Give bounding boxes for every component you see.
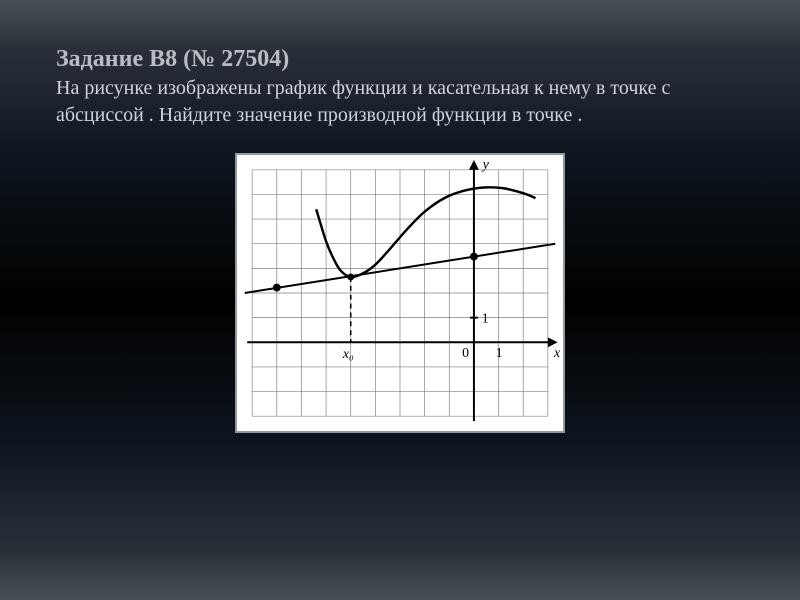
title-text: Задание B8 (№ 27504)	[56, 46, 289, 72]
task-body: На рисунке изображены график функции и к…	[56, 75, 744, 129]
body-text: На рисунке изображены график функции и к…	[56, 77, 670, 126]
svg-text:x: x	[553, 345, 561, 360]
svg-text:y: y	[481, 157, 490, 172]
function-graph-chart: y x 0 1 1 x₀	[235, 153, 565, 433]
svg-text:1: 1	[496, 345, 503, 360]
task-title: Задание B8 (№ 27504)	[56, 46, 744, 73]
svg-text:x₀: x₀	[342, 346, 354, 361]
chart-container: y x 0 1 1 x₀	[56, 153, 744, 433]
svg-text:1: 1	[482, 311, 489, 326]
svg-text:0: 0	[462, 345, 469, 360]
